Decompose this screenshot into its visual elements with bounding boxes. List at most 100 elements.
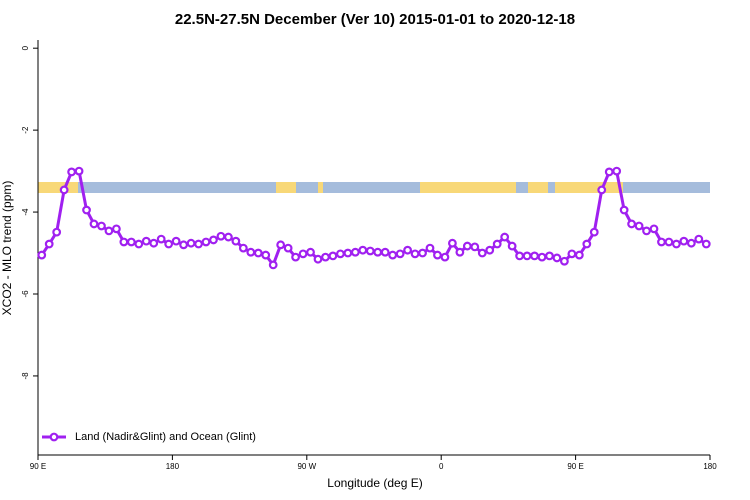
x-tick-label: 90 E xyxy=(30,462,46,471)
point xyxy=(500,232,510,242)
point xyxy=(171,236,181,246)
point xyxy=(149,238,159,248)
point xyxy=(179,240,189,250)
point xyxy=(433,250,442,260)
point xyxy=(522,251,532,261)
point xyxy=(619,205,629,215)
point xyxy=(201,237,211,247)
point xyxy=(507,241,517,251)
point xyxy=(216,231,226,241)
point xyxy=(560,256,569,266)
point xyxy=(253,248,263,258)
legend-label: Land (Nadir&Glint) and Ocean (Glint) xyxy=(75,431,256,443)
point xyxy=(37,250,47,260)
point xyxy=(492,239,502,249)
point xyxy=(597,185,607,195)
point xyxy=(388,250,398,260)
point xyxy=(440,252,450,262)
y-tick-label: -8 xyxy=(21,372,30,380)
legend-marker xyxy=(49,432,59,442)
x-tick-label: 90 E xyxy=(567,462,583,471)
point xyxy=(194,239,203,249)
point xyxy=(336,249,345,259)
point xyxy=(470,242,480,252)
point xyxy=(74,166,84,176)
point xyxy=(589,227,599,237)
point xyxy=(485,245,495,255)
point xyxy=(321,252,330,262)
point xyxy=(276,240,286,250)
y-tick-label: 0 xyxy=(21,45,30,50)
land-ocean-strip xyxy=(38,182,710,193)
point xyxy=(59,185,69,195)
point xyxy=(134,239,144,249)
point xyxy=(545,251,554,261)
point xyxy=(642,226,651,236)
point xyxy=(582,239,592,249)
point xyxy=(634,221,644,231)
point xyxy=(612,166,622,176)
point xyxy=(119,237,129,247)
point xyxy=(694,234,704,244)
point xyxy=(350,247,360,257)
point xyxy=(358,245,368,255)
point xyxy=(209,235,218,245)
y-axis-label: XCO2 - MLO trend (ppm) xyxy=(0,181,14,316)
point xyxy=(283,243,293,253)
point xyxy=(261,250,271,260)
point xyxy=(455,247,465,257)
point xyxy=(82,205,91,215)
point xyxy=(448,238,457,248)
point xyxy=(701,239,711,249)
point xyxy=(679,236,689,246)
y-tick-label: -6 xyxy=(21,290,30,298)
point xyxy=(425,243,435,253)
y-tick-label: -4 xyxy=(21,208,30,216)
point xyxy=(365,246,375,256)
point xyxy=(462,241,472,251)
point xyxy=(126,237,136,247)
point xyxy=(657,237,666,247)
point xyxy=(104,226,114,236)
point xyxy=(664,237,674,247)
point xyxy=(604,167,614,177)
point xyxy=(298,249,308,259)
x-tick-label: 0 xyxy=(439,462,444,471)
point xyxy=(373,247,383,257)
point xyxy=(410,249,420,259)
point xyxy=(97,221,106,231)
point xyxy=(156,234,166,244)
x-axis-label: Longitude (deg E) xyxy=(327,476,422,490)
point xyxy=(89,219,99,229)
point xyxy=(477,248,487,258)
point xyxy=(313,254,323,264)
x-tick-label: 180 xyxy=(166,462,180,471)
point xyxy=(291,252,301,262)
point xyxy=(231,236,241,246)
point xyxy=(111,224,121,234)
chart-title: 22.5N-27.5N December (Ver 10) 2015-01-01… xyxy=(175,11,575,28)
point xyxy=(537,252,547,262)
point xyxy=(552,253,562,263)
point xyxy=(223,232,233,242)
point xyxy=(418,248,427,258)
point xyxy=(574,250,584,260)
point xyxy=(530,251,539,261)
point xyxy=(672,239,681,249)
point xyxy=(515,251,524,261)
point xyxy=(141,236,151,246)
point xyxy=(627,219,636,229)
point xyxy=(186,238,196,248)
point xyxy=(649,224,659,234)
point xyxy=(44,239,54,249)
y-tick-label: -2 xyxy=(21,126,30,134)
point xyxy=(686,238,696,248)
point xyxy=(52,227,62,237)
point xyxy=(268,260,278,270)
point xyxy=(380,247,390,257)
point xyxy=(246,247,256,257)
point xyxy=(238,243,248,253)
point xyxy=(328,251,338,261)
point xyxy=(395,249,405,259)
